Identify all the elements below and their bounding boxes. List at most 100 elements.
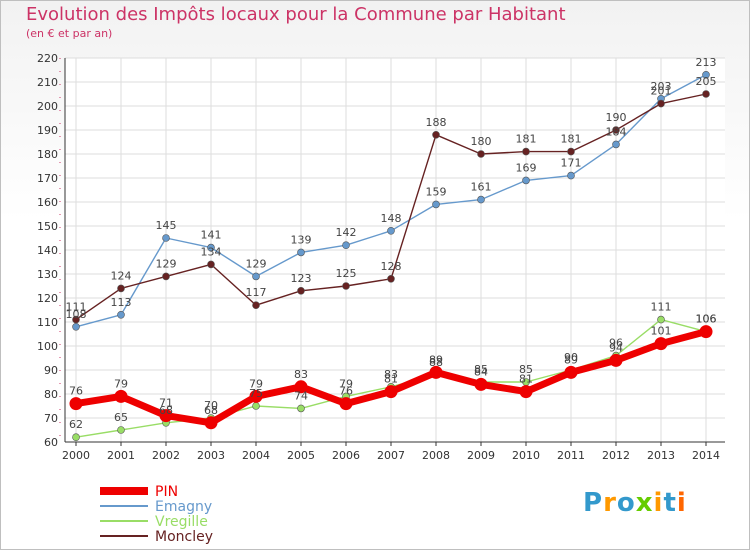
data-label-pin: 71	[159, 397, 173, 410]
data-label-pin: 81	[519, 373, 533, 386]
y-tick-label: 60	[44, 436, 58, 449]
data-label-moncley: 180	[471, 135, 492, 148]
x-tick-label: 2006	[332, 449, 360, 462]
data-point-pin	[699, 325, 713, 339]
data-label-pin: 81	[384, 373, 398, 386]
data-label-moncley: 111	[66, 301, 87, 314]
data-label-moncley: 134	[201, 245, 222, 258]
data-label-pin: 76	[69, 385, 83, 398]
data-label-emagny: 141	[201, 229, 222, 242]
legend-label-moncley: Moncley	[155, 529, 213, 545]
data-point-moncley	[72, 315, 80, 324]
data-point-vregille	[117, 426, 125, 434]
data-label-pin: 79	[249, 377, 263, 390]
data-label-vregille: 85	[474, 363, 488, 376]
data-label-emagny: 161	[471, 181, 492, 194]
data-point-emagny	[522, 176, 530, 185]
data-point-pin	[519, 385, 533, 399]
logo-letter: r	[603, 488, 617, 518]
x-tick-label: 2014	[692, 449, 720, 462]
data-label-emagny: 108	[66, 308, 87, 321]
data-point-moncley	[477, 150, 485, 158]
data-point-emagny	[567, 171, 575, 180]
y-tick-label: 100	[37, 340, 58, 353]
data-label-moncley: 181	[561, 133, 582, 146]
x-tick-label: 2000	[62, 449, 90, 462]
chart-title: Evolution des Impôts locaux pour la Comm…	[26, 4, 566, 25]
logo-letter: o	[616, 488, 636, 518]
data-label-pin: 84	[474, 365, 488, 378]
x-tick-label: 2003	[197, 449, 225, 462]
legend-label-vregille: Vregille	[155, 514, 208, 530]
logo-letter: i	[653, 488, 664, 518]
data-point-moncley	[702, 90, 710, 98]
data-point-moncley	[342, 282, 350, 290]
data-label-vregille: 83	[384, 368, 398, 381]
y-tick-label: 150	[37, 220, 58, 233]
x-tick-label: 2005	[287, 449, 315, 462]
data-label-emagny: 113	[111, 296, 132, 309]
data-label-emagny: 148	[381, 212, 402, 225]
data-label-pin: 68	[204, 404, 218, 417]
data-label-vregille: 74	[294, 389, 308, 402]
data-point-pin	[294, 380, 308, 394]
data-label-vregille: 90	[564, 351, 578, 364]
logo-letter: t	[663, 488, 677, 518]
data-point-moncley	[297, 286, 305, 295]
logo-letter: x	[635, 488, 654, 518]
y-tick-label: 190	[37, 124, 58, 137]
data-point-moncley	[207, 260, 215, 269]
y-tick-label: 120	[37, 292, 58, 305]
data-point-moncley	[387, 274, 395, 283]
x-tick-label: 2001	[107, 449, 135, 462]
data-point-pin	[114, 389, 128, 403]
data-point-vregille	[657, 315, 665, 324]
y-tick-label: 200	[37, 100, 58, 113]
data-point-pin	[339, 397, 353, 411]
data-label-pin: 89	[429, 353, 443, 366]
data-label-emagny: 159	[426, 185, 447, 198]
data-point-emagny	[612, 140, 620, 149]
x-tick-label: 2007	[377, 449, 405, 462]
y-tick-label: 70	[44, 412, 58, 425]
data-label-emagny: 203	[651, 80, 672, 93]
data-label-vregille: 65	[114, 411, 128, 424]
data-label-vregille: 111	[651, 301, 672, 314]
data-point-emagny	[387, 227, 395, 235]
data-label-vregille: 85	[519, 363, 533, 376]
data-label-emagny: 171	[561, 157, 582, 170]
data-label-emagny: 142	[336, 226, 357, 239]
data-label-emagny: 213	[696, 56, 717, 69]
x-tick-label: 2008	[422, 449, 450, 462]
proxiti-logo: Proxiti	[583, 488, 687, 518]
data-label-pin: 101	[651, 325, 672, 338]
data-label-pin: 79	[114, 377, 128, 390]
data-label-emagny: 139	[291, 233, 312, 246]
data-label-vregille: 70	[204, 399, 218, 412]
data-point-pin	[564, 365, 578, 379]
logo-letter: P	[583, 488, 604, 518]
data-label-moncley: 124	[111, 269, 132, 282]
data-label-pin: 83	[294, 368, 308, 381]
y-tick-label: 80	[44, 388, 58, 401]
data-label-vregille: 75	[249, 387, 263, 400]
data-point-vregille	[297, 404, 305, 413]
data-point-pin	[159, 409, 173, 423]
data-point-emagny	[702, 71, 710, 79]
y-tick-label: 210	[37, 76, 58, 89]
data-label-vregille: 88	[429, 356, 443, 369]
x-tick-label: 2010	[512, 449, 540, 462]
data-point-moncley	[117, 284, 125, 293]
data-point-moncley	[252, 301, 260, 310]
data-label-vregille: 62	[69, 418, 83, 431]
data-label-vregille: 96	[609, 337, 623, 350]
legend-label-pin: PIN	[155, 484, 178, 500]
x-tick-label: 2009	[467, 449, 495, 462]
data-label-vregille: 106	[696, 313, 717, 326]
data-point-vregille	[252, 402, 260, 410]
data-point-pin	[69, 397, 83, 411]
data-point-vregille	[72, 433, 80, 442]
data-label-emagny: 169	[516, 161, 537, 174]
data-point-emagny	[207, 243, 215, 252]
data-point-emagny	[252, 272, 260, 281]
